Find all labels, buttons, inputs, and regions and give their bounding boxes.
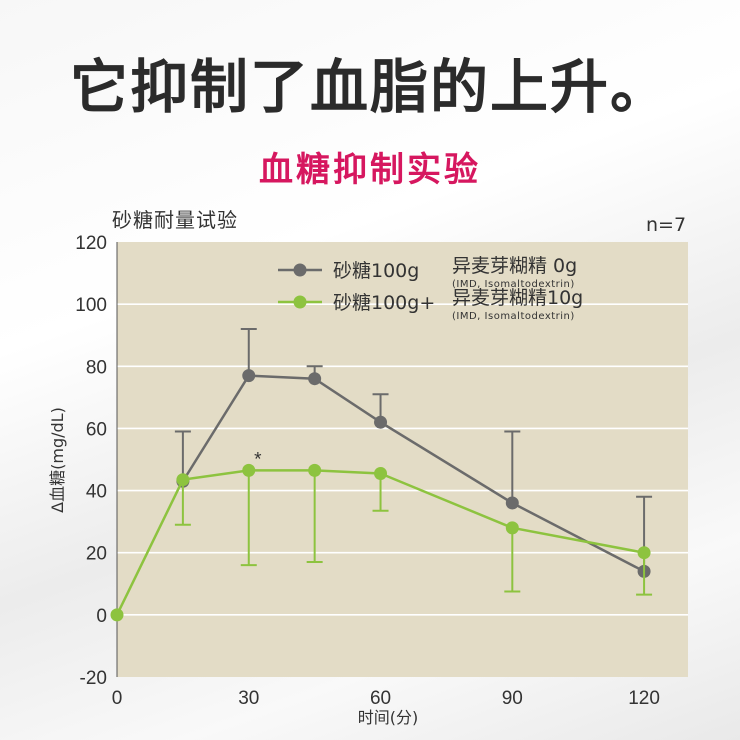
headline: 它抑制了血脂的上升。: [69, 53, 670, 121]
legend-marker: [293, 263, 307, 277]
y-tick-label: 40: [86, 482, 107, 503]
legend-note: (IMD, Isomaltodextrin): [452, 279, 575, 290]
y-tick-label: -20: [80, 668, 107, 689]
y-tick-label: 80: [86, 357, 107, 378]
y-tick-label: 100: [75, 295, 107, 316]
data-point: [637, 546, 651, 560]
series-2: [110, 463, 653, 622]
data-point: [110, 608, 124, 622]
data-point: [374, 466, 388, 480]
x-axis-label: 时间(分): [358, 708, 419, 727]
legend-note: (IMD, Isomaltodextrin): [452, 311, 575, 322]
grid-lines: [117, 303, 688, 616]
data-point: [242, 463, 256, 477]
x-tick-label: 60: [370, 688, 391, 709]
x-tick-label: 120: [628, 688, 660, 709]
legend-label-suffix: 异麦芽糊精 0g: [452, 255, 577, 277]
y-tick-label: 0: [96, 606, 107, 627]
data-point: [242, 369, 256, 383]
series-line: [181, 374, 645, 573]
series-layer: *: [110, 328, 653, 622]
y-tick-labels: -20 0 20 40 60 80 100 120: [75, 233, 107, 689]
plot-area: [117, 242, 688, 677]
series-1: [174, 328, 653, 578]
data-point: [308, 372, 322, 386]
legend: 砂糖100g 异麦芽糊精 0g(IMD, Isomaltodextrin)砂糖10…: [278, 255, 583, 322]
legend-label: 砂糖100g+: [333, 292, 435, 314]
significance-marker: *: [254, 449, 262, 470]
legend-label-suffix: 异麦芽糊精10g: [452, 287, 583, 309]
legend-item-2: 砂糖100g+ 异麦芽糊精10g (IMD, Isomaltodextrin): [278, 287, 583, 322]
y-axis-label: Δ血糖(mg/dL): [48, 407, 67, 513]
legend-marker: [293, 295, 307, 309]
data-point: [176, 473, 190, 487]
x-tick-label: 30: [238, 688, 259, 709]
chart-subtitle: 砂糖耐量试验: [112, 208, 238, 232]
subheadline: 血糖抑制实验: [259, 150, 481, 190]
x-tick-labels: 0 30 60 90 120: [112, 688, 660, 709]
y-tick-label: 60: [86, 419, 107, 440]
data-point: [374, 415, 388, 429]
data-point: [505, 496, 519, 510]
data-point: [505, 521, 519, 535]
y-tick-label: 120: [75, 233, 107, 254]
x-tick-label: 90: [502, 688, 523, 709]
data-point: [308, 463, 322, 477]
y-tick-label: 20: [86, 544, 107, 565]
x-tick-label: 0: [112, 688, 123, 709]
legend-label: 砂糖100g: [333, 260, 419, 282]
legend-item-1: 砂糖100g 异麦芽糊精 0g (IMD, Isomaltodextrin): [278, 255, 577, 290]
sample-size-label: n=7: [646, 214, 687, 236]
